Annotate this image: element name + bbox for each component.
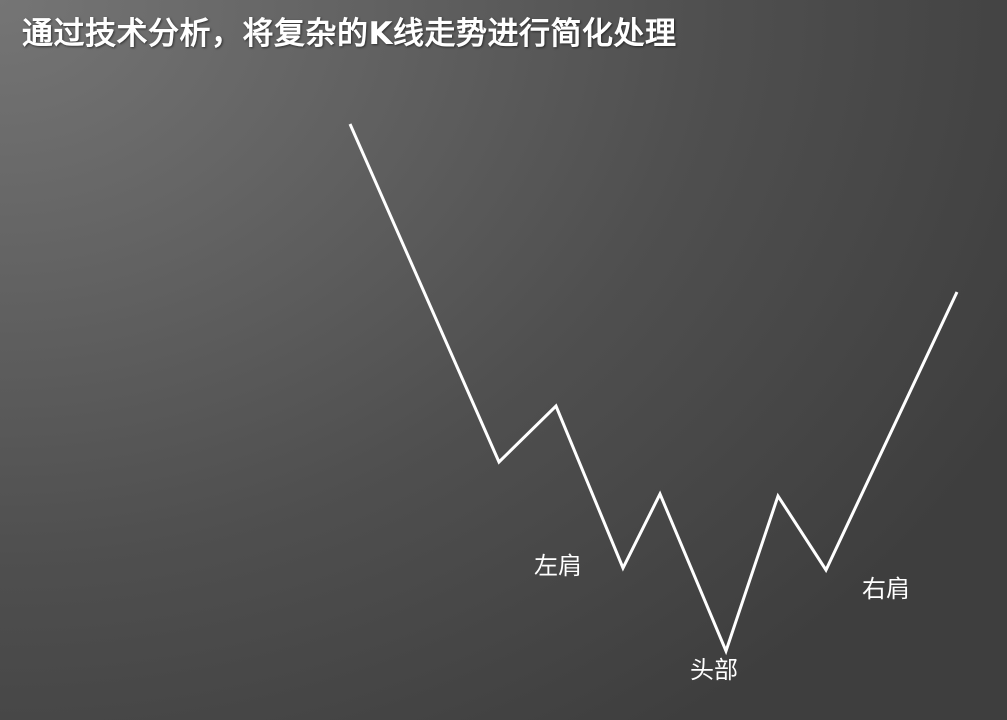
head-label: 头部 [690, 656, 738, 684]
left-shoulder-label: 左肩 [534, 552, 582, 580]
price-trend-line [348, 123, 959, 656]
slide-title: 通过技术分析，将复杂的K线走势进行简化处理 [22, 16, 677, 52]
right-shoulder-label: 右肩 [862, 575, 910, 603]
